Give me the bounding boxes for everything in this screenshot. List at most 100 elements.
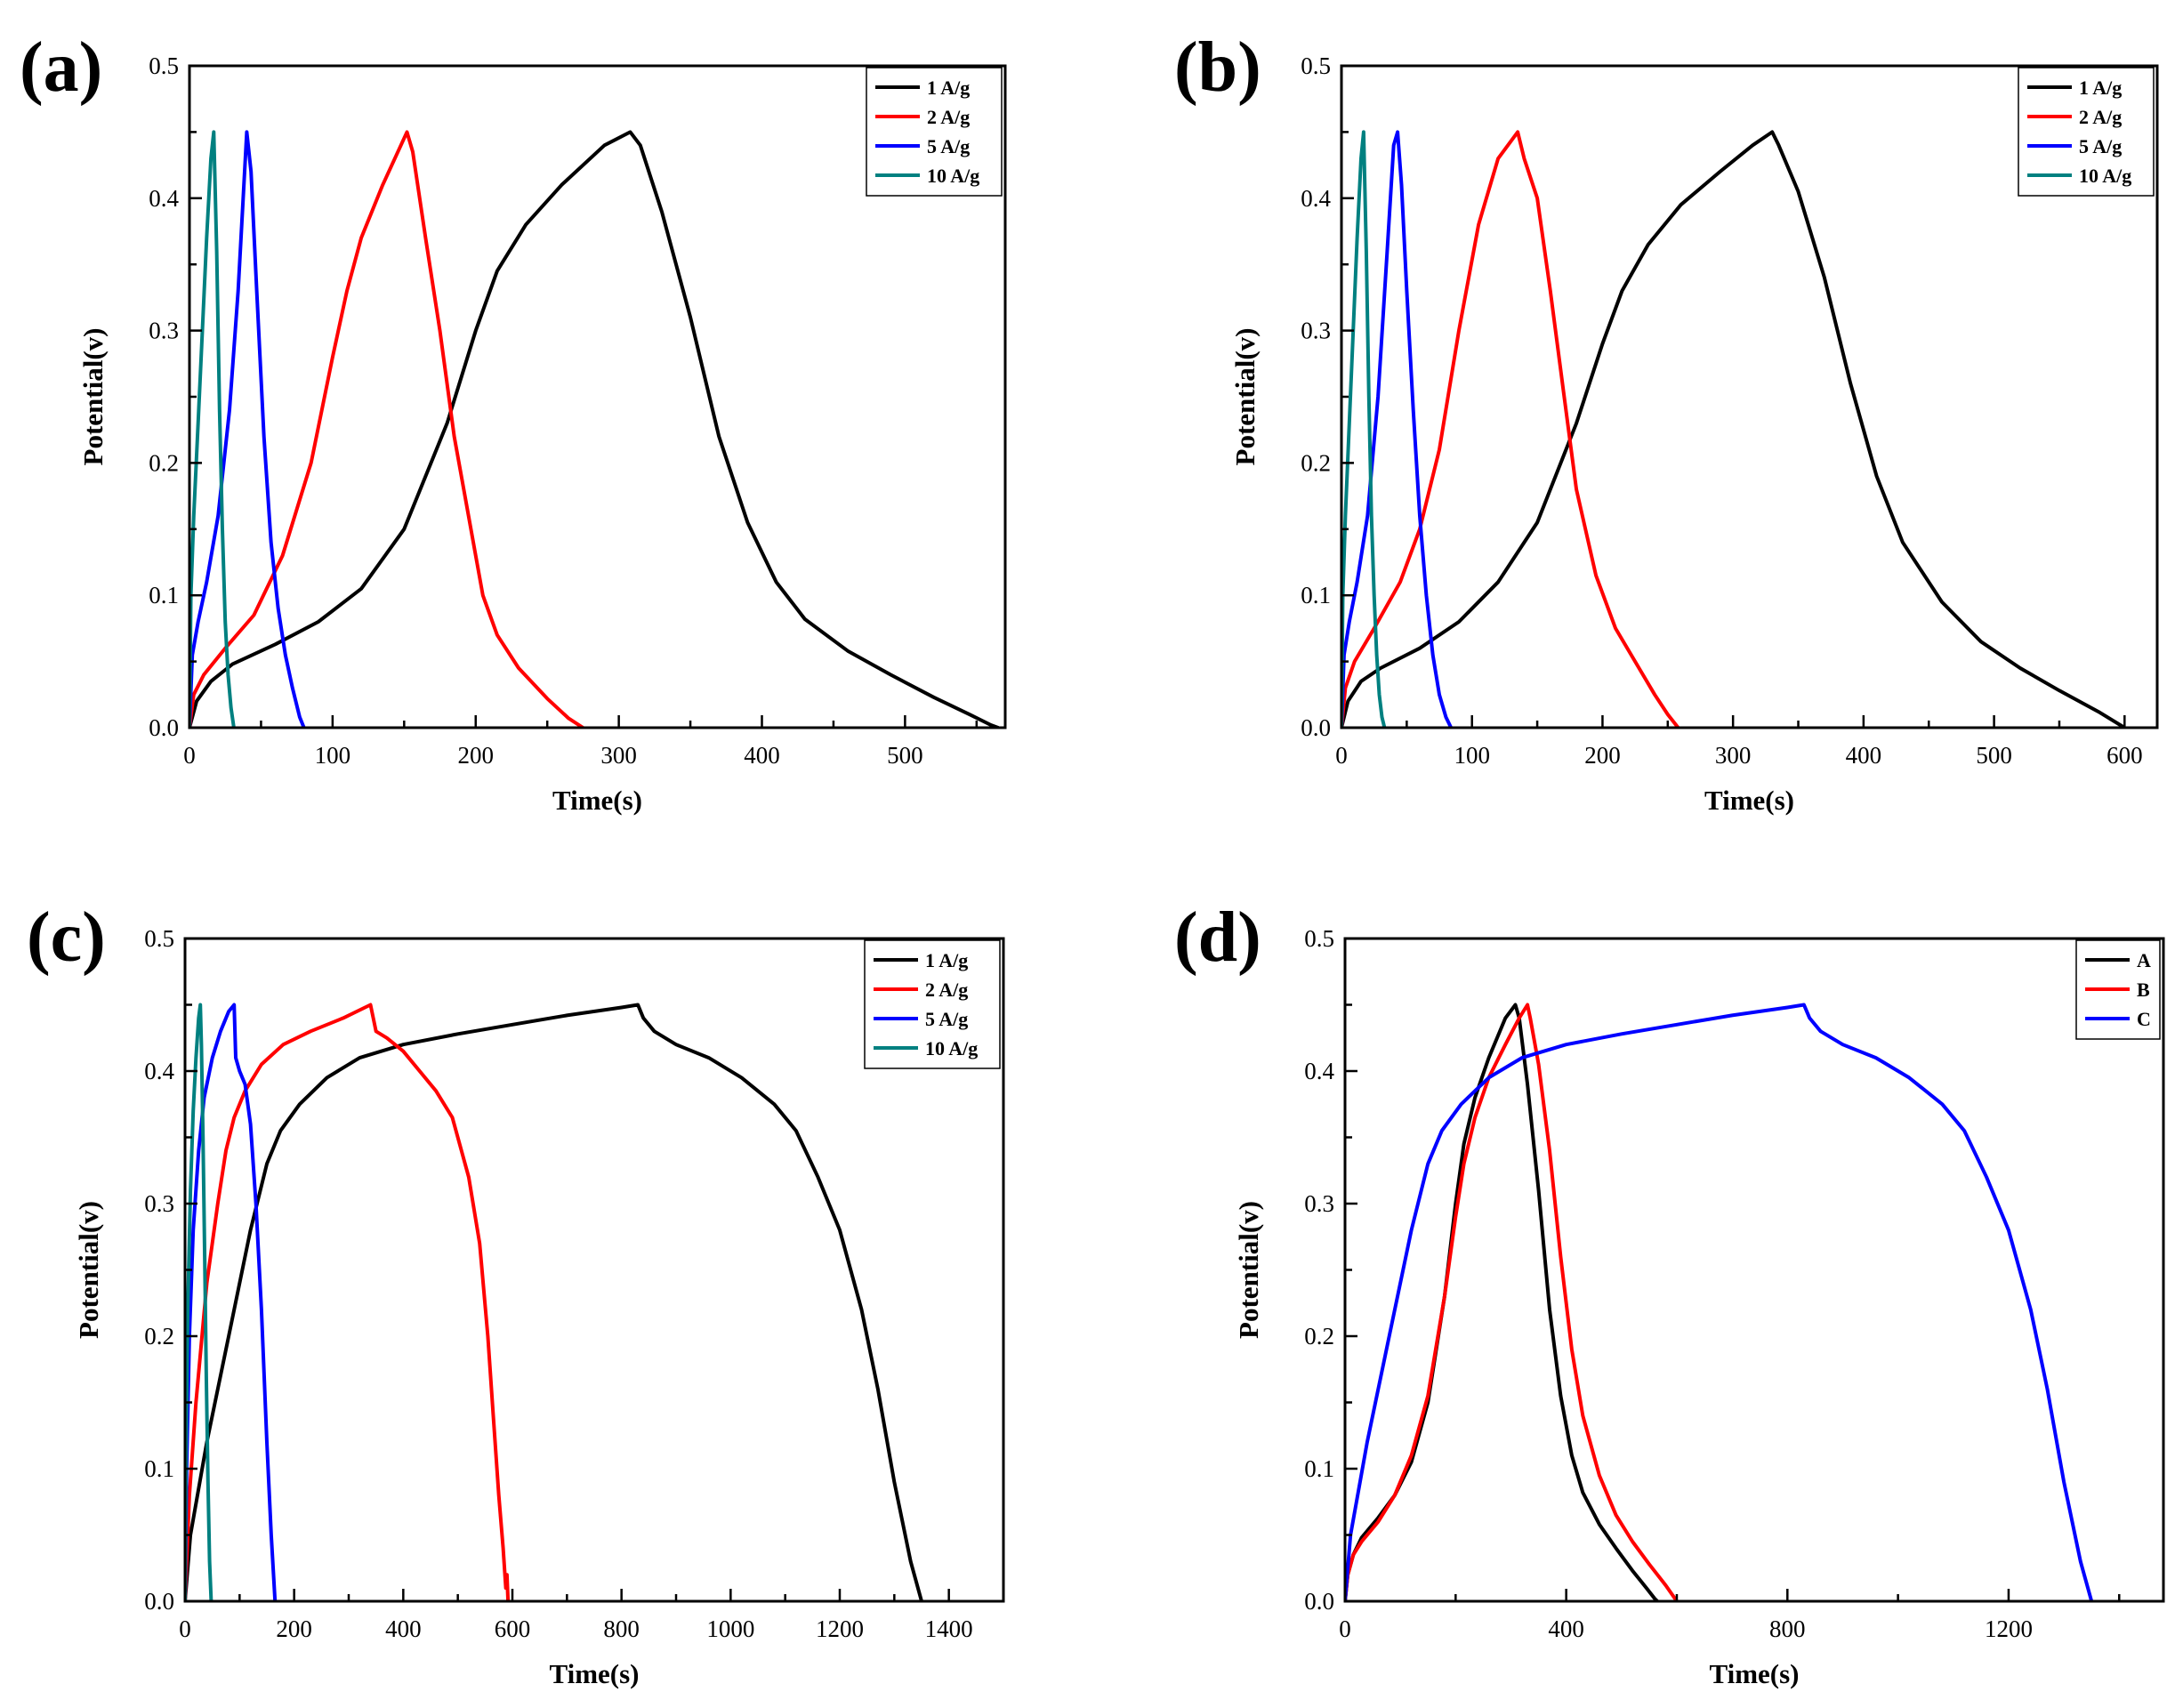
chart-panel-1: (a) 0 100 200 300 400 500 0.0 0.1 0.2 0.3 0.4 0.5 Tim… [20,28,1007,816]
y-tick-label: 0.5 [1304,925,1334,952]
legend-label: 1 A/g [927,77,970,99]
x-tick-label: 400 [1548,1615,1584,1642]
x-tick-label: 100 [315,742,351,769]
y-tick-label: 0.0 [149,714,179,741]
x-axis-title: Time(s) [549,1658,639,1689]
x-tick-label: 0 [183,742,196,769]
y-tick-label: 0.3 [1301,318,1331,344]
x-tick-label: 200 [276,1615,312,1642]
y-tick-label: 0.5 [1301,52,1331,79]
y-tick-label: 0.2 [144,1323,174,1349]
y-tick-label: 0.2 [1304,1323,1334,1349]
legend-label: 5 A/g [927,135,970,157]
x-tick-label: 0 [1335,742,1348,769]
x-tick-label: 400 [1846,742,1882,769]
x-tick-label: 1200 [1985,1615,2033,1642]
legend-label: 2 A/g [927,106,970,128]
legend-label: C [2137,1008,2151,1030]
legend-label: 2 A/g [925,979,968,1001]
y-tick-label: 0.1 [149,582,179,608]
y-tick-label: 0.0 [1301,714,1331,741]
series-line-a [1345,1003,1660,1601]
x-axis-title: Time(s) [1704,785,1794,816]
legend-label: 5 A/g [925,1008,968,1030]
chart-panel-2: (b) 0 100 200 300 400 500 600 0.0 0.1 0.2 0.3 0.4 0.5… [1174,28,2159,816]
panel-label: (d) [1174,898,1261,977]
legend-label: 10 A/g [927,165,979,187]
x-tick-label: 400 [385,1615,422,1642]
legend-label: 10 A/g [2079,165,2131,187]
x-tick-label: 300 [600,742,637,769]
y-tick-label: 0.2 [149,449,179,476]
y-tick-label: 0.1 [1301,582,1331,608]
x-axis-title: Time(s) [552,785,642,816]
series-line-1-a-g [185,1003,923,1601]
x-tick-label: 0 [1339,1615,1351,1642]
legend-label: A [2137,949,2151,971]
x-tick-label: 100 [1454,742,1490,769]
x-tick-label: 800 [603,1615,640,1642]
panel-label: (c) [27,898,106,977]
x-tick-label: 600 [2106,742,2143,769]
series-line-5-a-g [1341,130,1454,728]
y-tick-label: 0.1 [1304,1455,1334,1482]
legend: 1 A/g 2 A/g 5 A/g 10 A/g [864,939,1001,1069]
y-axis-title: Potential(v) [73,1201,104,1339]
legend-label: 5 A/g [2079,135,2122,157]
y-tick-label: 0.3 [1304,1190,1334,1217]
x-tick-label: 500 [1976,742,2012,769]
series-line-2-a-g [185,1003,511,1601]
y-axis-title: Potential(v) [1233,1201,1264,1339]
series-line-10-a-g [189,130,236,728]
plot-frame [1343,937,2165,1603]
x-tick-label: 600 [495,1615,531,1642]
legend-label: 10 A/g [925,1037,978,1059]
x-tick-label: 500 [887,742,923,769]
legend-label: B [2137,979,2150,1001]
legend: 1 A/g 2 A/g 5 A/g 10 A/g [866,67,1003,197]
y-axis-title: Potential(v) [1229,328,1261,466]
legend: ABC [2075,939,2161,1040]
x-axis-title: Time(s) [1709,1658,1799,1689]
y-tick-label: 0.5 [149,52,179,79]
y-tick-label: 0.4 [144,1058,174,1084]
y-tick-label: 0.0 [144,1588,174,1615]
x-tick-label: 800 [1769,1615,1806,1642]
y-tick-label: 0.1 [144,1455,174,1482]
y-tick-label: 0.2 [1301,449,1331,476]
series-line-1-a-g [189,130,1000,728]
series-line-5-a-g [185,1003,278,1601]
x-tick-label: 1000 [706,1615,754,1642]
panel-label: (b) [1174,28,1261,107]
y-tick-label: 0.4 [149,185,179,212]
y-tick-label: 0.3 [149,318,179,344]
x-tick-label: 200 [458,742,495,769]
y-tick-label: 0.3 [144,1190,174,1217]
legend-label: 2 A/g [2079,106,2122,128]
y-tick-label: 0.4 [1301,185,1331,212]
x-tick-label: 400 [744,742,780,769]
legend: 1 A/g 2 A/g 5 A/g 10 A/g [2018,67,2155,197]
y-tick-label: 0.0 [1304,1588,1334,1615]
x-tick-label: 1400 [925,1615,973,1642]
panel-label: (a) [20,28,102,107]
y-tick-label: 0.5 [144,925,174,952]
series-line-1-a-g [1341,130,2127,728]
series-line-5-a-g [189,130,306,728]
x-tick-label: 0 [179,1615,191,1642]
series-line-2-a-g [1341,130,1680,728]
y-axis-title: Potential(v) [77,328,109,466]
x-tick-label: 300 [1715,742,1752,769]
x-tick-label: 1200 [816,1615,864,1642]
series-line-b [1345,1003,1679,1601]
y-tick-label: 0.4 [1304,1058,1334,1084]
chart-panel-3: (c) 0 200 400 600 800 1000 1200 1400 0.0 0.1 0.2 0.3… [27,898,1005,1689]
series-line-2-a-g [189,130,585,728]
series-line-10-a-g [1341,130,1387,728]
legend-label: 1 A/g [2079,77,2122,99]
legend-label: 1 A/g [925,949,968,971]
series-line-c [1345,1003,2094,1601]
chart-panel-4: (d) 0 400 800 1200 0.0 0.1 0.2 0.3 0.4 0.5 Time(s) P… [1174,898,2165,1689]
x-tick-label: 200 [1584,742,1621,769]
